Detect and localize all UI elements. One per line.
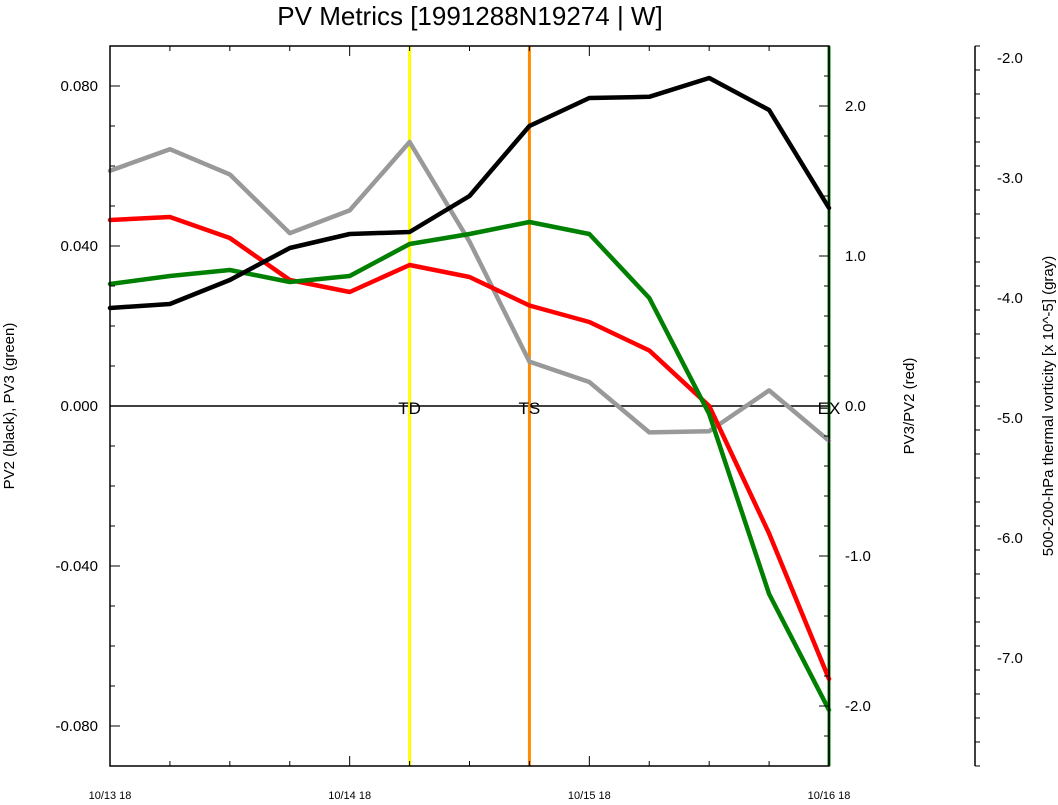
stage-label-td: TD — [398, 399, 421, 418]
x-tick-label: 10/15 18 — [568, 790, 611, 802]
series-line-3 — [107, 75, 832, 311]
right2-tick-label: -5.0 — [997, 410, 1023, 427]
x-tick-label: 10/13 18 — [89, 790, 132, 802]
series-line-1 — [107, 214, 832, 682]
right1-tick-label: 0.0 — [845, 398, 866, 415]
x-tick-label: 10/14 18 — [328, 790, 371, 802]
left-axis-label: PV2 (black), PV3 (green) — [1, 323, 18, 490]
stage-label-ts: TS — [519, 399, 541, 418]
right2-tick-label: -3.0 — [997, 170, 1023, 187]
right2-tick-label: -7.0 — [997, 650, 1023, 667]
right1-tick-label: 2.0 — [845, 98, 866, 115]
plot-area: TD TS EX — [107, 46, 840, 766]
left-tick-label: 0.040 — [60, 238, 98, 255]
right2-tick-label: -6.0 — [997, 530, 1023, 547]
right1-tick-label: -1.0 — [845, 548, 871, 565]
right1-tick-label: -2.0 — [845, 698, 871, 715]
right-axis-1-label: PV3/PV2 (red) — [901, 358, 918, 455]
series-line-0 — [107, 139, 832, 444]
axes: -0.080 -0.040 0.000 0.040 0.080 -2.0 -1.0 0.0 1.… — [55, 45, 1023, 802]
series-line-2 — [107, 219, 832, 713]
left-tick-label: 0.000 — [60, 398, 98, 415]
left-tick-label: -0.040 — [55, 558, 98, 575]
right1-tick-label: 1.0 — [845, 248, 866, 265]
right2-tick-label: -4.0 — [997, 290, 1023, 307]
left-tick-label: 0.080 — [60, 78, 98, 95]
right-axis-2-label: 500-200-hPa thermal vorticity [x 10^-5] … — [1040, 256, 1057, 557]
right2-tick-label: -2.0 — [997, 50, 1023, 67]
left-tick-label: -0.080 — [55, 718, 98, 735]
chart-title: PV Metrics [1991288N19274 | W] — [277, 1, 662, 31]
x-tick-label: 10/16 18 — [808, 790, 851, 802]
